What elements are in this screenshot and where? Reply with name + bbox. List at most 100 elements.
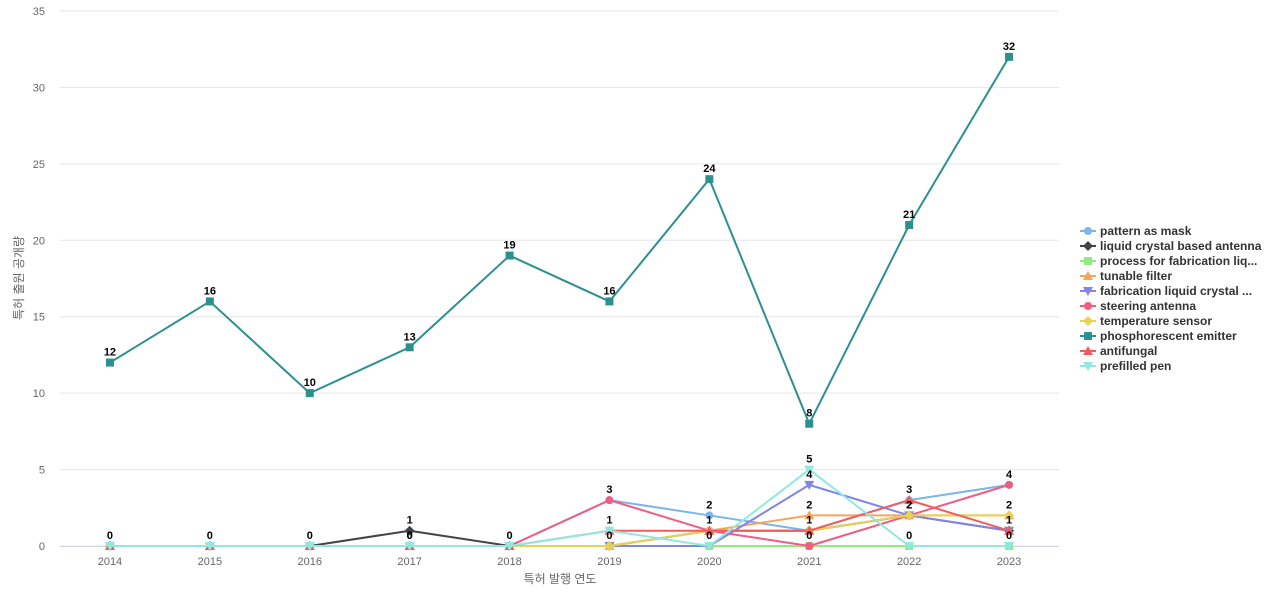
legend-label: phosphorescent emitter — [1100, 329, 1237, 343]
series-phosphorescent-emitter — [105, 52, 1014, 428]
data-label: 19 — [503, 240, 515, 252]
x-tick-label: 2017 — [397, 556, 421, 568]
data-point — [205, 297, 214, 306]
series-prefilled-pen — [104, 465, 1015, 551]
data-label: 0 — [107, 530, 113, 542]
data-label: 2 — [706, 499, 712, 511]
legend-label: process for fabrication liq... — [1100, 254, 1257, 268]
data-label: 0 — [1006, 530, 1012, 542]
data-point — [204, 542, 215, 551]
y-tick-label: 35 — [33, 6, 45, 18]
data-point — [805, 542, 814, 550]
data-label: 0 — [207, 530, 213, 542]
x-tick-label: 2018 — [497, 556, 521, 568]
y-axis-ticks: 0 5 10 15 20 25 30 35 — [33, 6, 45, 553]
data-point — [305, 389, 314, 398]
data-label: 1 — [606, 515, 612, 527]
data-label: 2 — [906, 499, 912, 511]
series-tunable-filter — [104, 510, 1015, 550]
data-label: 21 — [903, 209, 915, 221]
legend-marker-icon — [1083, 346, 1093, 355]
x-tick-label: 2019 — [597, 556, 621, 568]
x-tick-label: 2014 — [98, 556, 122, 568]
y-tick-label: 30 — [33, 82, 45, 94]
x-tick-label: 2022 — [897, 556, 921, 568]
legend-item[interactable]: prefilled pen — [1080, 359, 1171, 373]
data-label: 8 — [806, 408, 812, 420]
data-label: 2 — [806, 499, 812, 511]
data-label: 16 — [204, 285, 216, 297]
x-tick-label: 2020 — [697, 556, 721, 568]
legend-item[interactable]: temperature sensor — [1080, 314, 1212, 328]
legend-marker-icon — [1083, 362, 1093, 371]
legend-item[interactable]: steering antenna — [1080, 299, 1196, 313]
data-point — [804, 465, 815, 475]
data-point — [1004, 510, 1015, 521]
x-tick-label: 2023 — [997, 556, 1021, 568]
data-label: 1 — [706, 515, 712, 527]
data-point — [404, 542, 415, 551]
data-point — [405, 343, 414, 352]
legend-label: tunable filter — [1100, 269, 1172, 283]
data-label: 1 — [1006, 515, 1012, 527]
y-tick-label: 25 — [33, 159, 45, 171]
y-tick-label: 20 — [33, 235, 45, 247]
legend-item[interactable]: fabrication liquid crystal ... — [1080, 284, 1252, 298]
data-label: 0 — [407, 530, 413, 542]
legend-item[interactable]: phosphorescent emitter — [1080, 329, 1237, 343]
data-point — [604, 541, 615, 551]
data-point — [404, 525, 415, 536]
legend-label: pattern as mask — [1100, 224, 1192, 238]
legend-label: temperature sensor — [1100, 314, 1212, 328]
data-point — [804, 525, 815, 535]
data-label: 12 — [104, 347, 116, 359]
data-label: 4 — [806, 469, 813, 481]
data-point — [505, 251, 514, 260]
data-point — [705, 175, 714, 184]
data-point — [904, 495, 915, 505]
data-point — [604, 526, 615, 536]
x-tick-label: 2015 — [198, 556, 222, 568]
y-tick-label: 15 — [33, 312, 45, 324]
legend-marker-icon — [1084, 332, 1092, 340]
data-label: 16 — [603, 285, 615, 297]
series-layer — [104, 52, 1015, 551]
legend-item[interactable]: liquid crystal based antenna — [1080, 239, 1262, 253]
data-label: 0 — [307, 530, 313, 542]
data-point — [1005, 480, 1014, 489]
legend-label: prefilled pen — [1100, 359, 1171, 373]
data-label: 10 — [304, 377, 316, 389]
legend-item[interactable]: tunable filter — [1080, 269, 1172, 283]
data-label: 0 — [506, 530, 512, 542]
data-point — [105, 358, 114, 367]
legend-label: antifungal — [1100, 344, 1157, 358]
data-point — [804, 510, 815, 520]
data-label: 5 — [806, 454, 812, 466]
y-tick-label: 5 — [39, 465, 45, 477]
data-label: 1 — [407, 515, 413, 527]
legend-label: liquid crystal based antenna — [1100, 239, 1262, 253]
data-point — [1005, 52, 1014, 61]
data-label: 3 — [906, 484, 912, 496]
data-label: 2 — [906, 499, 912, 511]
legend-item[interactable]: antifungal — [1080, 344, 1157, 358]
legend-item[interactable]: pattern as mask — [1080, 224, 1192, 238]
data-point — [605, 297, 614, 306]
data-point — [1004, 542, 1015, 551]
y-tick-label: 10 — [33, 388, 45, 400]
data-label: 13 — [404, 331, 416, 343]
data-point — [904, 510, 915, 521]
data-label: 24 — [703, 163, 716, 175]
series-line — [109, 56, 1010, 425]
data-point — [905, 221, 914, 229]
data-label: 1 — [806, 515, 812, 527]
legend-marker-icon — [1083, 241, 1093, 251]
legend-item[interactable]: process for fabrication liq... — [1080, 254, 1257, 268]
series-liquid-crystal-based-antenna — [104, 510, 1015, 551]
data-point — [704, 542, 715, 551]
legend-label: fabrication liquid crystal ... — [1100, 284, 1252, 298]
legend-marker-icon — [1084, 302, 1092, 310]
